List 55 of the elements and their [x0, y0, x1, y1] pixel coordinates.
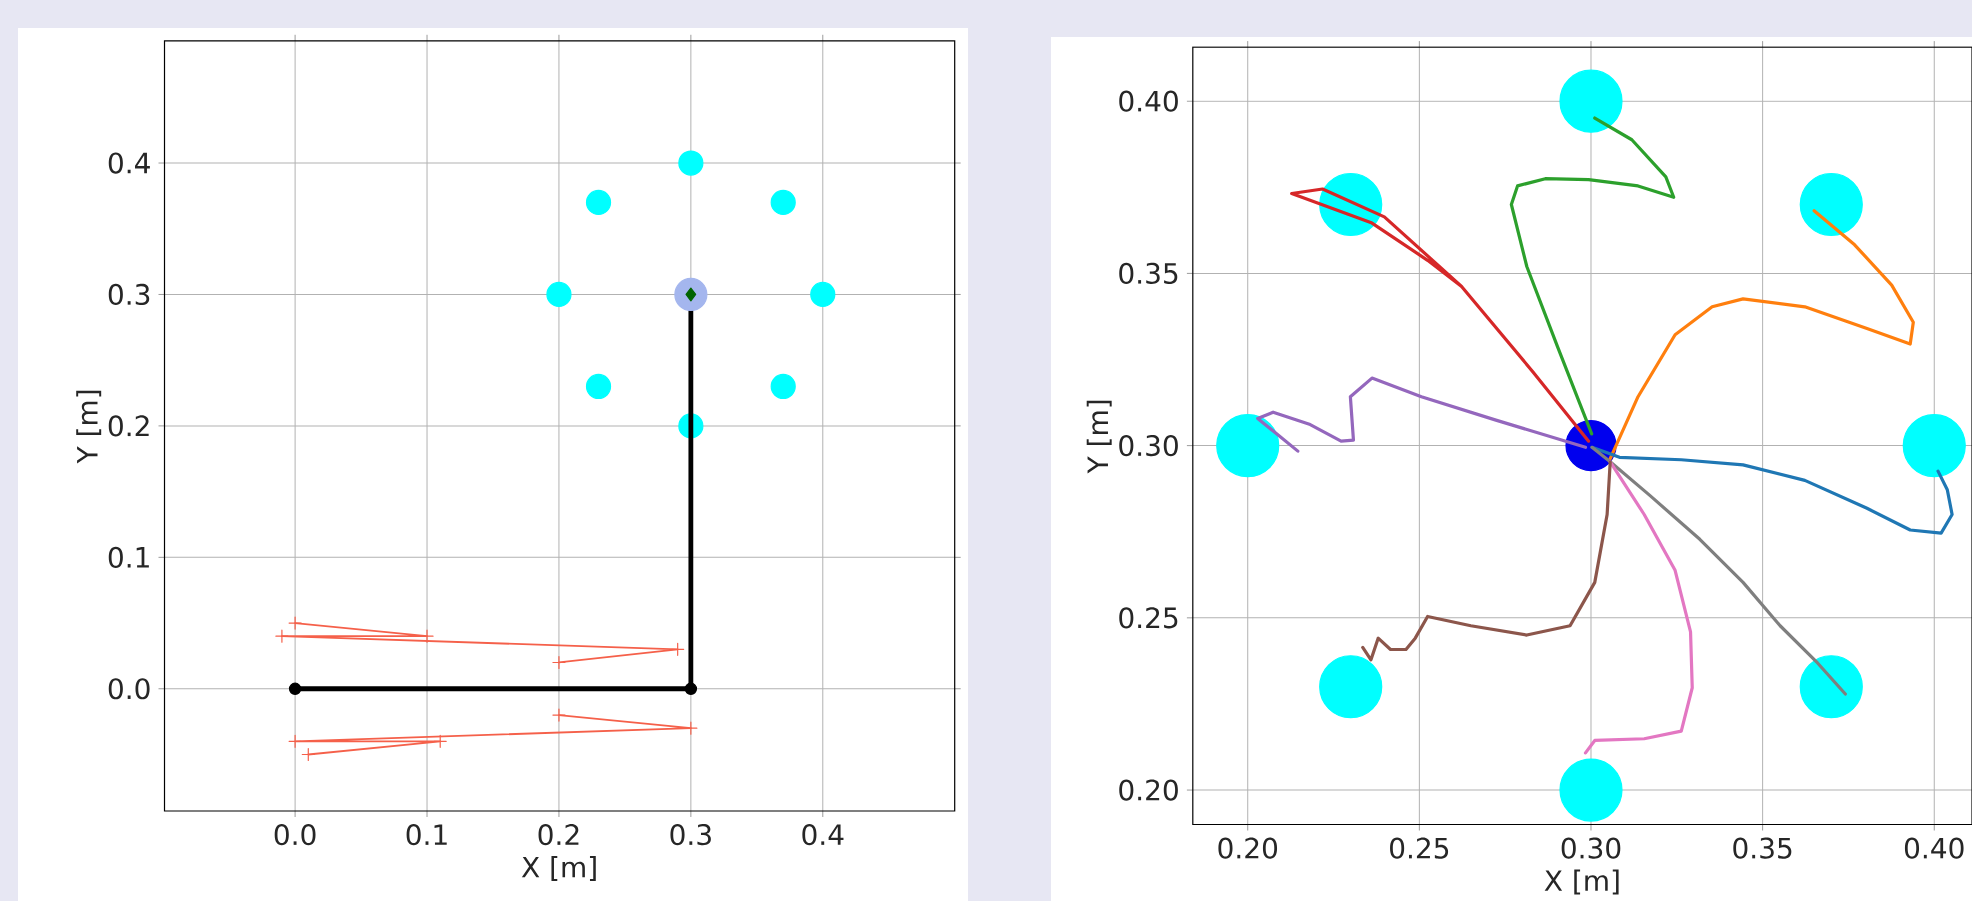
x-tick-label: 0.3 [670, 824, 711, 846]
x-tick-label: 0.1 [406, 824, 447, 846]
point [1559, 69, 1623, 133]
x-tick-label: 0.0 [274, 824, 316, 846]
line-series [1290, 187, 1591, 443]
y-tick-label: 0.4 [108, 152, 150, 174]
point [1216, 414, 1280, 478]
line-series [1361, 460, 1612, 662]
point [275, 629, 289, 643]
line-series [1608, 209, 1915, 461]
x-tick-label: 0.40 [1904, 837, 1964, 859]
y-tick-label: 0.3 [108, 283, 150, 306]
point [671, 642, 685, 656]
y-tick-label: 0.2 [108, 415, 149, 437]
point [546, 281, 572, 308]
point [585, 373, 612, 400]
x-tick-label: 0.20 [1218, 837, 1278, 859]
point [1319, 655, 1383, 719]
point [288, 616, 302, 630]
y-tick-label: 0.0 [108, 678, 150, 700]
point [678, 150, 704, 176]
point [684, 682, 698, 695]
point [1559, 758, 1623, 822]
line-series [1583, 460, 1694, 755]
line-series [1590, 445, 1847, 696]
x-axis-title: X [m] [521, 856, 596, 882]
x-tick-label: 0.4 [802, 824, 844, 846]
x-tick-label: 0.25 [1390, 837, 1449, 859]
y-tick-label: 0.40 [1119, 90, 1178, 112]
x-tick-label: 0.2 [538, 824, 579, 846]
point [301, 747, 315, 762]
y-axis-title: Y [m] [1086, 400, 1112, 474]
point [770, 373, 796, 400]
y-tick-label: 0.1 [108, 546, 149, 568]
point [552, 708, 566, 722]
line-series [1509, 116, 1676, 436]
line-series [1256, 376, 1588, 453]
point [1902, 414, 1966, 478]
y-axis-title: Y [m] [76, 390, 102, 464]
y-tick-label: 0.20 [1119, 779, 1178, 801]
point [288, 734, 302, 748]
point [1799, 172, 1863, 237]
x-tick-label: 0.30 [1561, 837, 1621, 859]
point [552, 655, 566, 670]
point [770, 189, 796, 216]
x-tick-label: 0.35 [1733, 837, 1792, 859]
x-axis-title: X [m] [1544, 869, 1619, 895]
point [1799, 655, 1863, 719]
y-tick-label: 0.35 [1119, 262, 1178, 284]
point [585, 189, 612, 216]
point [810, 281, 836, 308]
point [288, 682, 302, 695]
point [433, 734, 447, 748]
y-tick-label: 0.30 [1119, 435, 1178, 457]
y-tick-label: 0.25 [1119, 607, 1178, 629]
